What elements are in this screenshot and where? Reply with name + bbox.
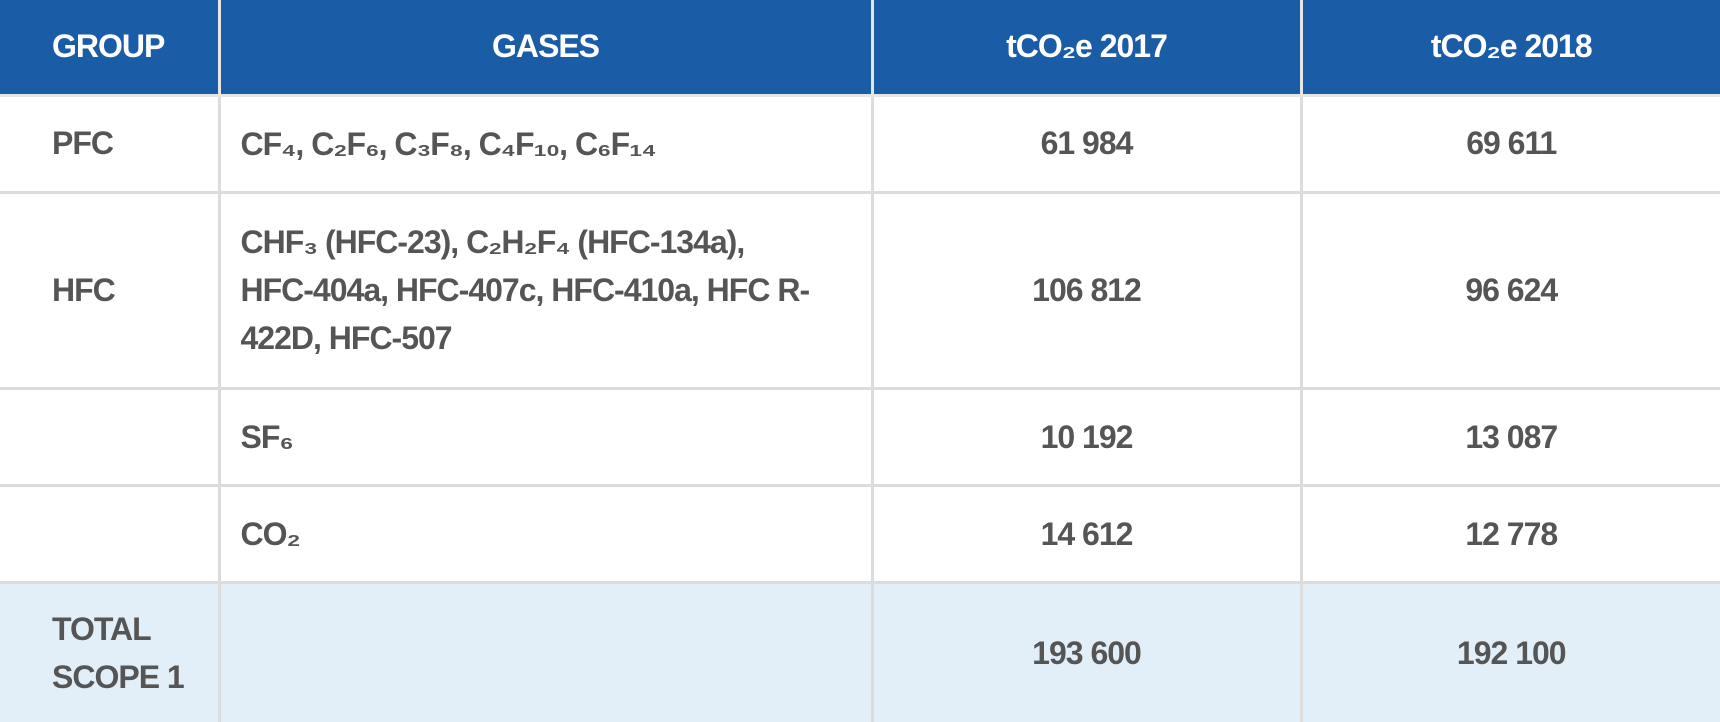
value-cell: 96 624	[1299, 190, 1720, 391]
value-cell: 13 087	[1299, 387, 1720, 488]
group-cell	[0, 387, 221, 488]
value-cell: 69 611	[1299, 93, 1720, 194]
gases-cell: CF₄, C₂F₆, C₃F₈, C₄F₁₀, C₆F₁₄	[217, 93, 874, 194]
total-label: TOTAL SCOPE 1	[0, 580, 221, 722]
row: HFC CHF₃ (HFC-23), C₂H₂F₄ (HFC-134a), HF…	[0, 190, 1720, 391]
total-row: TOTAL SCOPE 1 193 600 192 100	[0, 580, 1720, 722]
header-cell: GASES	[217, 0, 874, 97]
group-cell	[0, 484, 221, 584]
value-cell: 61 984	[870, 93, 1303, 194]
row: SF₆ 10 192 13 087	[0, 387, 1720, 488]
total-value: 193 600	[870, 580, 1303, 722]
value-cell: 106 812	[870, 190, 1303, 391]
row: CO₂ 14 612 12 778	[0, 484, 1720, 584]
value-cell: 10 192	[870, 387, 1303, 488]
header-cell: tCO₂e 2017	[870, 0, 1303, 97]
total-value: 192 100	[1299, 580, 1720, 722]
group-cell: PFC	[0, 93, 221, 194]
value-cell: 14 612	[870, 484, 1303, 584]
row: PFC CF₄, C₂F₆, C₃F₈, C₄F₁₀, C₆F₁₄ 61 984…	[0, 93, 1720, 194]
group-cell: HFC	[0, 190, 221, 391]
value-cell: 12 778	[1299, 484, 1720, 584]
header-row: GROUP GASES tCO₂e 2017 tCO₂e 2018	[0, 0, 1720, 97]
gases-cell: CO₂	[217, 484, 874, 584]
gases-cell	[217, 580, 874, 722]
gases-cell: CHF₃ (HFC-23), C₂H₂F₄ (HFC-134a), HFC-40…	[217, 190, 874, 391]
header-cell: GROUP	[0, 0, 221, 97]
header-cell: tCO₂e 2018	[1299, 0, 1720, 97]
gases-cell: SF₆	[217, 387, 874, 488]
